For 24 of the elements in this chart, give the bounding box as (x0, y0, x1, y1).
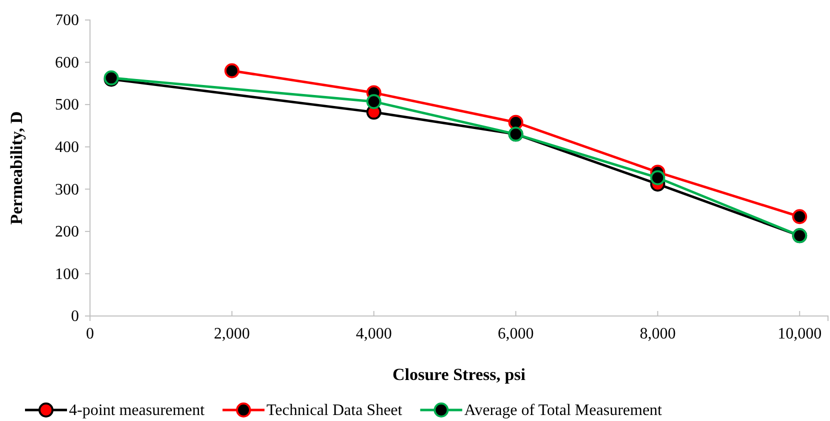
point (508, 114, 524, 130)
legend-label: Average of Total Measurement (464, 402, 663, 419)
point (792, 209, 808, 224)
y-tick-label: 100 (55, 266, 79, 283)
y-tick-label: 700 (55, 12, 79, 30)
y-tick-label: 500 (55, 96, 79, 114)
y-tick-label: 200 (55, 224, 79, 241)
y-tick-label: 400 (55, 138, 79, 156)
point (366, 94, 382, 110)
y-tick-label: 300 (55, 181, 79, 198)
point (224, 63, 240, 78)
x-tick-label: 10,000 (778, 325, 822, 342)
legend-label: 4-point measurement (69, 402, 206, 419)
x-tick-label: 2,000 (214, 325, 250, 342)
x-axis-title: Closure Stress, psi (392, 365, 526, 384)
x-tick-label: 4,000 (356, 325, 392, 342)
x-tick-label: 8,000 (640, 325, 676, 342)
legend-label: Technical Data Sheet (266, 402, 403, 419)
y-tick-label: 600 (55, 54, 79, 72)
y-tick-label: 0 (71, 308, 79, 326)
y-axis-title: Permeability, D (7, 111, 26, 225)
x-tick-label: 0 (86, 325, 94, 342)
point (650, 170, 666, 186)
x-tick-label: 6,000 (498, 325, 534, 342)
